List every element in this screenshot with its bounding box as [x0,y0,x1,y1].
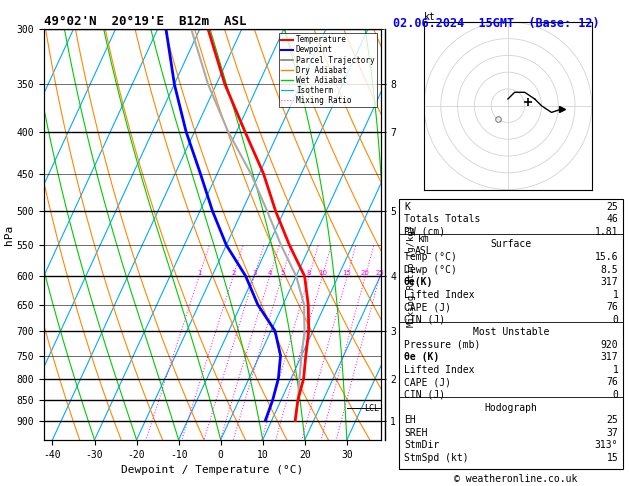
Text: CIN (J): CIN (J) [404,315,445,325]
Text: 317: 317 [601,352,618,363]
Text: 76: 76 [606,378,618,387]
Text: 2: 2 [231,270,235,276]
Text: 5: 5 [280,270,284,276]
Text: 8: 8 [307,270,311,276]
Text: 0: 0 [613,315,618,325]
Text: CAPE (J): CAPE (J) [404,378,451,387]
Text: 3: 3 [252,270,257,276]
Text: θe(K): θe(K) [404,277,433,287]
Text: 49°02'N  20°19'E  B12m  ASL: 49°02'N 20°19'E B12m ASL [44,15,247,28]
Text: 20: 20 [361,270,370,276]
X-axis label: Dewpoint / Temperature (°C): Dewpoint / Temperature (°C) [121,465,303,475]
Text: 02.06.2024  15GMT  (Base: 12): 02.06.2024 15GMT (Base: 12) [393,17,599,30]
Text: K: K [404,202,409,212]
Text: Totals Totals: Totals Totals [404,214,481,225]
Text: 4: 4 [267,270,272,276]
Text: Pressure (mb): Pressure (mb) [404,340,481,350]
Text: 15: 15 [343,270,352,276]
Text: LCL: LCL [364,404,379,413]
Text: 1: 1 [613,365,618,375]
Text: © weatheronline.co.uk: © weatheronline.co.uk [454,473,577,484]
Text: SREH: SREH [404,428,427,437]
Text: StmSpd (kt): StmSpd (kt) [404,452,469,463]
Text: 15.6: 15.6 [595,252,618,262]
Text: 76: 76 [606,302,618,312]
Text: 0: 0 [613,390,618,400]
Text: kt: kt [424,12,436,22]
Y-axis label: km
ASL: km ASL [415,235,433,256]
Text: 313°: 313° [595,440,618,450]
Text: 25: 25 [606,202,618,212]
Text: Dewp (°C): Dewp (°C) [404,264,457,275]
Text: CIN (J): CIN (J) [404,390,445,400]
Text: 46: 46 [606,214,618,225]
Text: 8.5: 8.5 [601,264,618,275]
Text: Mixing Ratio (g/kg): Mixing Ratio (g/kg) [408,225,416,327]
Text: 1.81: 1.81 [595,227,618,237]
Text: Hodograph: Hodograph [484,402,538,413]
Text: StmDir: StmDir [404,440,439,450]
Text: PW (cm): PW (cm) [404,227,445,237]
Text: Lifted Index: Lifted Index [404,365,474,375]
Legend: Temperature, Dewpoint, Parcel Trajectory, Dry Adiabat, Wet Adiabat, Isotherm, Mi: Temperature, Dewpoint, Parcel Trajectory… [279,33,377,107]
Text: 10: 10 [318,270,327,276]
Text: 1: 1 [197,270,201,276]
Text: EH: EH [404,415,416,425]
Text: 25: 25 [376,270,384,276]
Text: Lifted Index: Lifted Index [404,290,474,299]
Text: 317: 317 [601,277,618,287]
Text: 25: 25 [606,415,618,425]
Text: Most Unstable: Most Unstable [473,327,549,337]
Text: θe (K): θe (K) [404,352,439,363]
Text: Temp (°C): Temp (°C) [404,252,457,262]
Y-axis label: hPa: hPa [4,225,14,244]
Text: 1: 1 [613,290,618,299]
Text: CAPE (J): CAPE (J) [404,302,451,312]
Text: Surface: Surface [491,240,532,249]
Text: 920: 920 [601,340,618,350]
Text: 15: 15 [606,452,618,463]
Text: 37: 37 [606,428,618,437]
